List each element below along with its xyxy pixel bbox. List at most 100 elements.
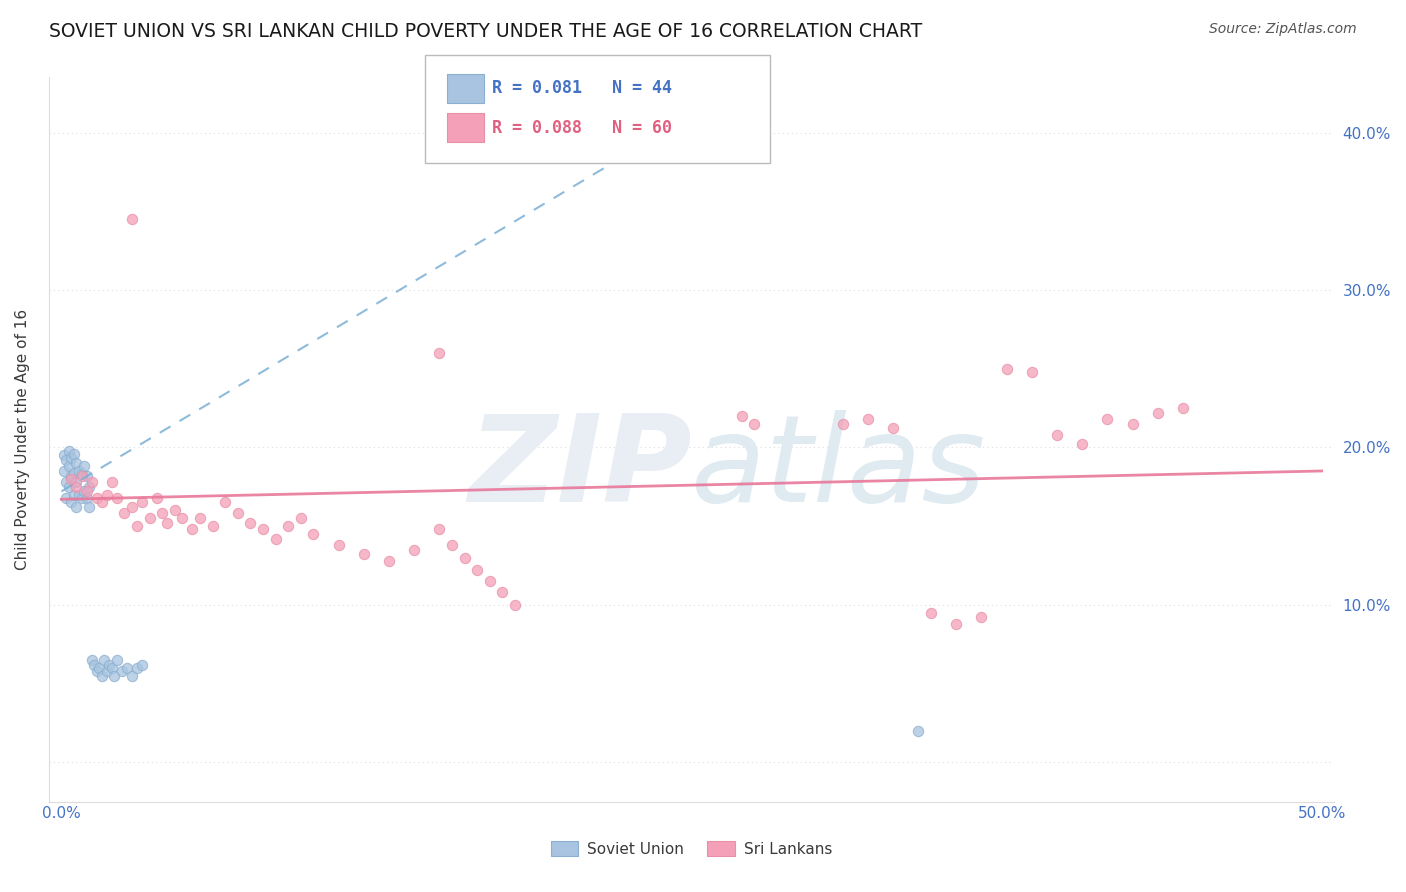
Point: [125, 519, 148, 533]
Point: [1021, 365, 1043, 379]
Point: [65, 480, 87, 494]
Point: [453, 550, 475, 565]
Point: [67, 487, 90, 501]
Point: [1046, 427, 1069, 442]
Point: [138, 511, 160, 525]
Point: [907, 723, 929, 738]
Point: [89, 661, 111, 675]
Text: ZIP: ZIP: [468, 410, 692, 527]
Point: [70, 467, 93, 482]
Point: [65, 500, 87, 515]
Point: [60, 451, 83, 466]
Text: R = 0.088   N = 60: R = 0.088 N = 60: [492, 119, 672, 136]
Point: [90, 495, 112, 509]
Point: [65, 456, 87, 470]
Point: [86, 491, 108, 505]
Point: [882, 421, 904, 435]
Point: [60, 472, 83, 486]
Point: [58, 443, 80, 458]
Point: [70, 491, 93, 505]
Point: [55, 453, 77, 467]
Point: [156, 516, 179, 530]
Point: [121, 668, 143, 682]
Point: [277, 519, 299, 533]
Point: [93, 653, 115, 667]
Point: [100, 661, 122, 675]
Point: [1071, 437, 1094, 451]
Point: [60, 495, 83, 509]
Point: [58, 480, 80, 494]
Point: [70, 468, 93, 483]
Point: [76, 468, 98, 483]
Point: [252, 522, 274, 536]
Point: [131, 657, 153, 672]
Point: [80, 475, 103, 489]
Point: [115, 661, 138, 675]
Point: [1097, 412, 1119, 426]
Point: [90, 668, 112, 682]
Point: [945, 616, 967, 631]
Point: [105, 491, 128, 505]
Point: [995, 361, 1018, 376]
Point: [63, 466, 86, 480]
Point: [125, 661, 148, 675]
Point: [181, 522, 204, 536]
Point: [146, 491, 169, 505]
Point: [478, 574, 501, 589]
Point: [172, 511, 194, 525]
Point: [112, 507, 135, 521]
Point: [63, 487, 86, 501]
Point: [731, 409, 754, 423]
Point: [103, 668, 125, 682]
Point: [1121, 417, 1143, 431]
Point: [67, 464, 90, 478]
Point: [239, 516, 262, 530]
Point: [63, 447, 86, 461]
Point: [105, 653, 128, 667]
Point: [429, 346, 451, 360]
Point: [73, 459, 96, 474]
Text: Source: ZipAtlas.com: Source: ZipAtlas.com: [1209, 22, 1357, 37]
Point: [76, 491, 98, 505]
Point: [73, 484, 96, 499]
Point: [328, 538, 350, 552]
Point: [100, 475, 122, 489]
Point: [111, 664, 134, 678]
Point: [55, 491, 77, 505]
Point: [264, 532, 287, 546]
Point: [214, 495, 236, 509]
Point: [96, 487, 118, 501]
Point: [131, 495, 153, 509]
Text: R = 0.081   N = 44: R = 0.081 N = 44: [492, 79, 672, 97]
Text: atlas: atlas: [692, 410, 987, 527]
Point: [121, 500, 143, 515]
Point: [440, 538, 463, 552]
Point: [80, 653, 103, 667]
Point: [201, 519, 224, 533]
Point: [52, 464, 75, 478]
Point: [503, 598, 526, 612]
Point: [1171, 401, 1194, 415]
Point: [491, 585, 513, 599]
Point: [77, 500, 100, 515]
Point: [744, 417, 766, 431]
Point: [96, 664, 118, 678]
Point: [83, 657, 105, 672]
Point: [302, 527, 325, 541]
Y-axis label: Child Poverty Under the Age of 16: Child Poverty Under the Age of 16: [15, 309, 30, 570]
Point: [150, 507, 173, 521]
Point: [86, 664, 108, 678]
Point: [163, 503, 186, 517]
Legend: Soviet Union, Sri Lankans: Soviet Union, Sri Lankans: [544, 835, 838, 863]
Point: [76, 484, 98, 499]
Point: [121, 212, 143, 227]
Point: [77, 480, 100, 494]
Point: [465, 563, 488, 577]
Point: [65, 475, 87, 489]
Point: [856, 412, 879, 426]
Point: [1146, 406, 1168, 420]
Point: [60, 468, 83, 483]
Point: [188, 511, 211, 525]
Point: [353, 548, 375, 562]
Point: [404, 542, 426, 557]
